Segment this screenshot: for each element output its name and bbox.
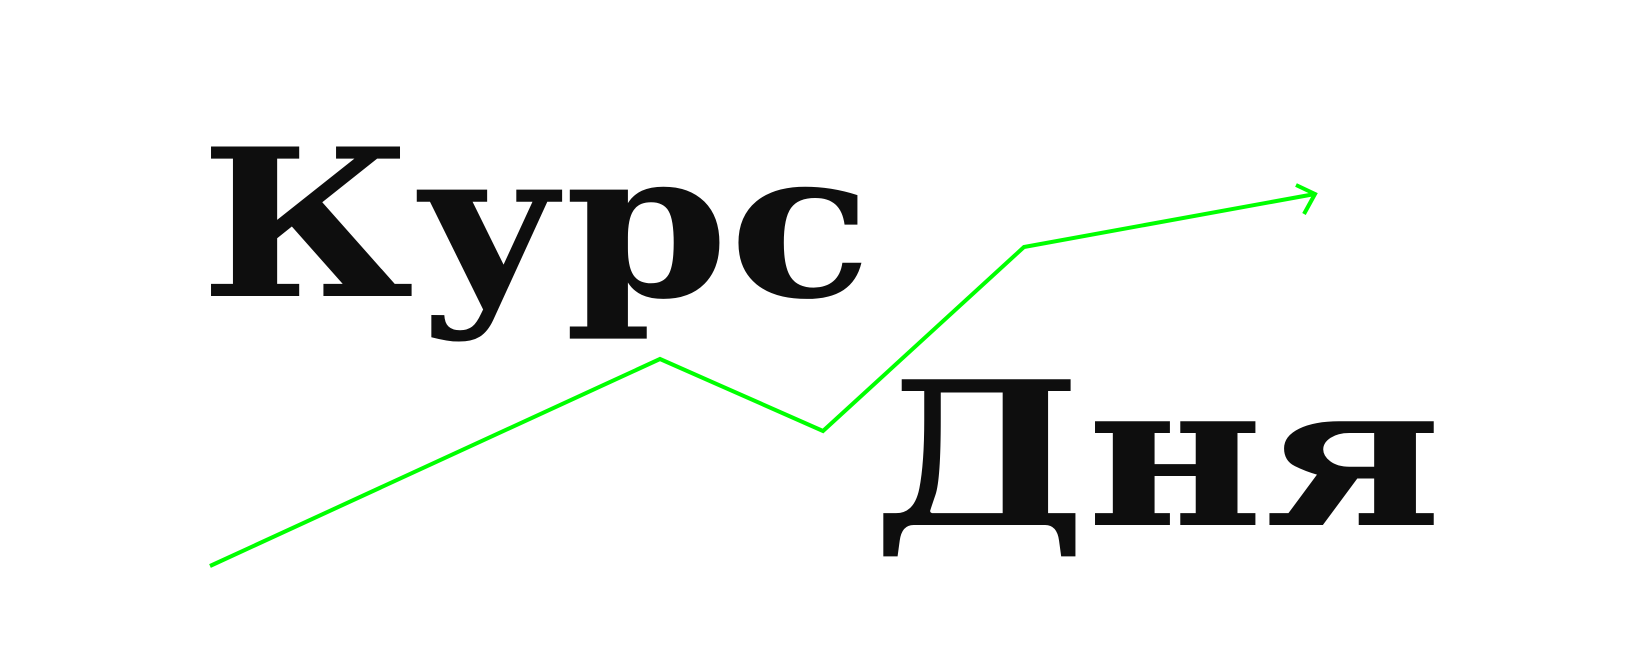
trend-arrow-head-icon: [1295, 183, 1318, 215]
logo-word-dnya: Дня: [872, 338, 1442, 573]
logo-word-kurs: Курс: [200, 105, 872, 345]
trend-line: [209, 192, 1316, 568]
